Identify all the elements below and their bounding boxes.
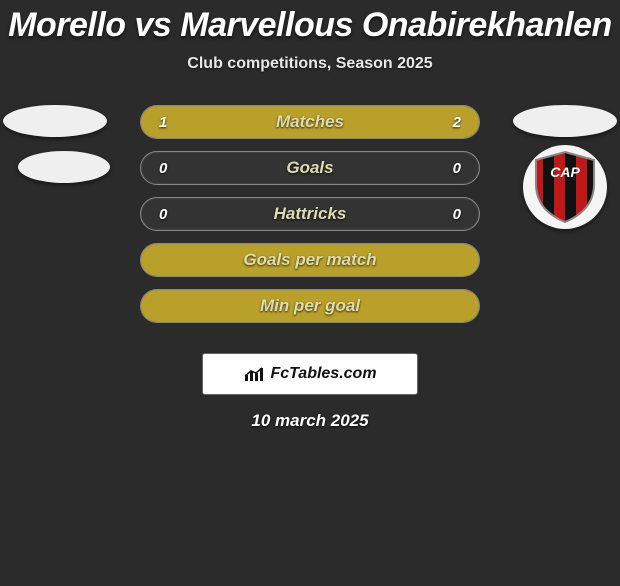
- stat-label: Min per goal: [260, 296, 360, 316]
- stat-label: Matches: [276, 112, 344, 132]
- stat-bar: Min per goal: [140, 289, 480, 323]
- stat-value-left: 0: [159, 160, 167, 177]
- stat-bar: 0 Goals 0: [140, 151, 480, 185]
- title: Morello vs Marvellous Onabirekhanlen: [0, 6, 620, 45]
- stat-row-mpg: Min per goal: [0, 289, 620, 335]
- chart-icon: [243, 365, 265, 383]
- player-right-ellipse: [513, 105, 617, 137]
- player-left-ellipse: [3, 105, 107, 137]
- stat-bar: 1 Matches 2: [140, 105, 480, 139]
- player-left-ellipse-2: [18, 151, 110, 183]
- player-right-badge: [510, 105, 620, 137]
- stat-row-hattricks: 0 Hattricks 0: [0, 197, 620, 243]
- stat-label: Goals: [286, 158, 333, 178]
- subtitle: Club competitions, Season 2025: [0, 55, 620, 73]
- comparison-card: Morello vs Marvellous Onabirekhanlen Clu…: [0, 6, 620, 431]
- stat-row-gpm: Goals per match: [0, 243, 620, 289]
- stat-label: Hattricks: [274, 204, 347, 224]
- stat-label: Goals per match: [243, 250, 376, 270]
- brand-badge: FcTables.com: [202, 353, 418, 395]
- stat-value-right: 2: [453, 114, 461, 131]
- stat-value-right: 0: [453, 206, 461, 223]
- player-left-badge: [0, 105, 110, 137]
- date-text: 10 march 2025: [0, 411, 620, 431]
- brand-text: FcTables.com: [270, 365, 376, 383]
- stat-fill-left: [141, 106, 253, 138]
- svg-text:CAP: CAP: [550, 164, 580, 180]
- stat-value-left: 0: [159, 206, 167, 223]
- stat-bar: 0 Hattricks 0: [140, 197, 480, 231]
- stat-bar: Goals per match: [140, 243, 480, 277]
- stat-row-goals: 0 Goals 0 CAP: [0, 151, 620, 197]
- player-left-badge-2: [0, 151, 110, 183]
- stat-value-left: 1: [159, 114, 167, 131]
- stat-value-right: 0: [453, 160, 461, 177]
